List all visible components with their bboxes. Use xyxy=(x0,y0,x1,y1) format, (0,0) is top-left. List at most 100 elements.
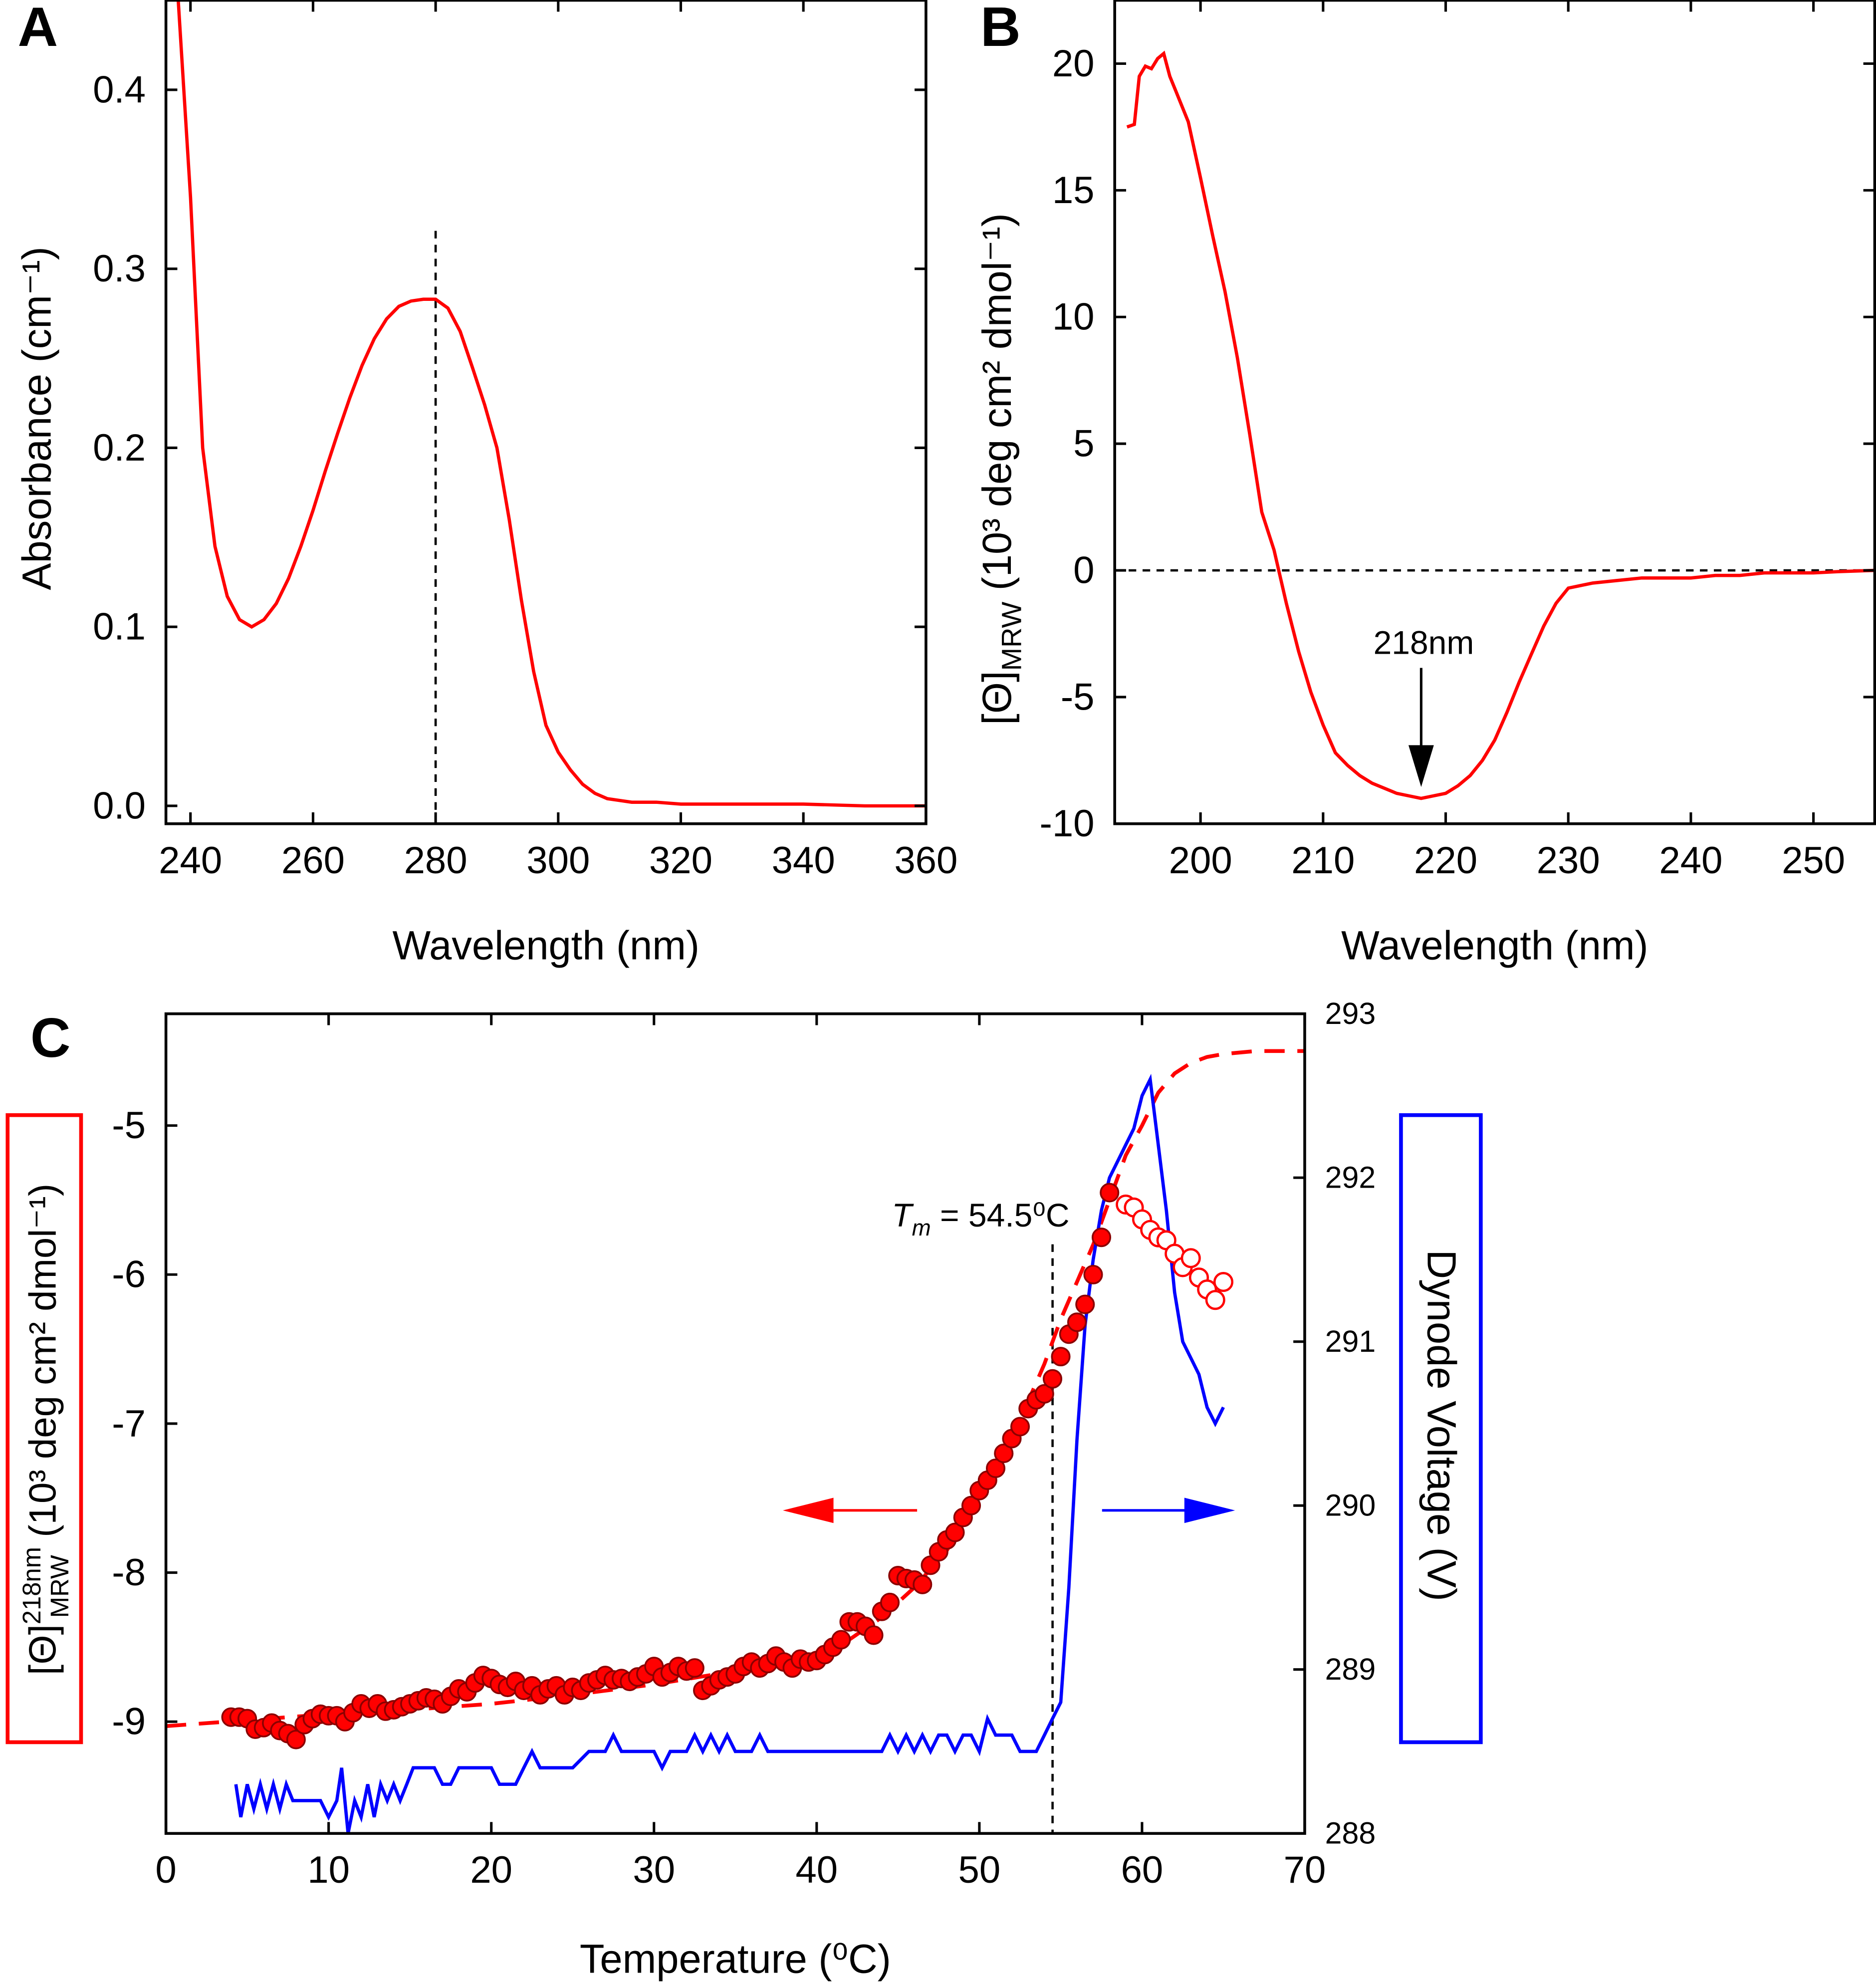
panel-c-y-tick-label: -8 xyxy=(112,1551,146,1594)
panel-b-cd-line xyxy=(1126,50,1875,800)
panel-c-ylabel-main: [Θ] xyxy=(22,1624,64,1675)
panel-c-tm-label: Tm = 54.5⁰C xyxy=(892,1197,1069,1241)
panel-c-filled-point xyxy=(685,1658,704,1678)
panel-c-y-tick-label: -9 xyxy=(112,1701,146,1743)
panel-a-x-tick-label: 320 xyxy=(649,839,712,882)
panel-c-filled-point xyxy=(831,1630,851,1650)
panel-c-filled-point xyxy=(961,1495,981,1515)
panel-b-arrow-head xyxy=(1408,745,1434,787)
panel-c-filled-point xyxy=(913,1574,933,1594)
panel-c-open-point xyxy=(1205,1290,1225,1310)
panel-c-left-arrow-head xyxy=(782,1497,834,1523)
panel-b-y-tick-label: 0 xyxy=(1073,549,1094,591)
panel-c: 0 10 20 30 40 50 60 70 -9 -8 -7 -6 -5 288 289 290 291 292… xyxy=(5,996,1483,1982)
panel-b-x-tick-label: 240 xyxy=(1659,839,1722,882)
panel-b-y-tick-label: 15 xyxy=(1052,169,1095,212)
panel-c-filled-point xyxy=(985,1459,1006,1479)
panel-a-x-tick-label: 280 xyxy=(404,839,468,882)
panel-b-y-tick-label: -5 xyxy=(1061,676,1095,718)
panel-c-ylabel-sup: 218nm xyxy=(17,1547,46,1624)
panel-c-y-tick-label: -6 xyxy=(112,1253,146,1296)
panel-c-y2-tick-label: 293 xyxy=(1325,996,1376,1030)
panel-c-y2-tick-label: 291 xyxy=(1325,1324,1376,1358)
panel-c-ylabel-rest: (10³ deg cm² dmol⁻¹) xyxy=(22,1184,64,1537)
panel-a-absorbance-line xyxy=(176,0,926,808)
panel-c-filled-point xyxy=(1083,1264,1103,1284)
panel-a-xlabel: Wavelength (nm) xyxy=(392,923,700,968)
panel-c-y-tick-label: -5 xyxy=(112,1104,146,1147)
panel-c-x-tick-label: 20 xyxy=(470,1849,512,1891)
panel-a-ylabel: Absorbance (cm⁻¹) xyxy=(14,247,60,590)
panel-c-filled-point xyxy=(1091,1228,1112,1247)
panel-c-filled-point xyxy=(994,1444,1014,1464)
panel-c-filled-point xyxy=(1010,1417,1030,1437)
panel-a-x-tick-label: 260 xyxy=(281,839,345,882)
panel-b-y-tick-label: 5 xyxy=(1073,423,1094,465)
panel-c-dynode-line xyxy=(234,1073,1225,1834)
panel-b-x-tick-label: 250 xyxy=(1782,839,1845,882)
panel-c-tm-sub: m xyxy=(912,1215,931,1241)
panel-a-x-tick-label: 360 xyxy=(894,839,957,882)
panel-c-y2-tick-label: 289 xyxy=(1325,1652,1376,1686)
panel-b-x-tick-label: 210 xyxy=(1291,839,1355,882)
panel-c-y2label: Dynode Voltage (V) xyxy=(1418,1250,1464,1601)
panel-b-annotation: 218nm xyxy=(1374,624,1474,661)
panel-c-y-tick-label: -7 xyxy=(112,1402,146,1445)
panel-c-y2label-box xyxy=(1399,1113,1483,1744)
panel-c-filled-point xyxy=(864,1625,884,1645)
panel-c-x-tick-label: 40 xyxy=(795,1849,838,1891)
panel-c-right-arrow-head xyxy=(1184,1497,1235,1523)
panel-b-ylabel-rest: (10³ deg cm² dmol⁻¹) xyxy=(974,213,1020,602)
panel-b-ylabel: [Θ]MRW (10³ deg cm² dmol⁻¹) xyxy=(974,213,1027,725)
panel-a: 240 260 280 300 320 340 360 0.0 0.1 0.2 0.3 0.4 A Wav… xyxy=(14,0,957,968)
panel-a-x-tick-label: 300 xyxy=(526,839,590,882)
panel-c-filled-point xyxy=(1075,1294,1095,1314)
panel-a-y-tick-label: 0.2 xyxy=(93,427,146,469)
panel-a-y-tick-label: 0.0 xyxy=(93,784,146,827)
panel-c-filled-point xyxy=(880,1592,900,1612)
panel-b-ylabel-sub: MRW xyxy=(995,602,1027,671)
panel-c-x-tick-label: 70 xyxy=(1284,1849,1326,1891)
panel-a-frame xyxy=(164,0,928,825)
panel-c-y2-tick-label: 288 xyxy=(1325,1816,1376,1850)
panel-c-open-point xyxy=(1180,1248,1201,1268)
panel-c-y2-tick-label: 292 xyxy=(1325,1160,1376,1194)
panel-b-ylabel-main: [Θ] xyxy=(974,671,1020,725)
panel-a-y-tick-label: 0.3 xyxy=(93,248,146,290)
panel-c-ylabel-box xyxy=(5,1113,83,1744)
panel-c-tm-italic: T xyxy=(892,1197,914,1234)
panel-b: 200 210 220 230 240 250 -10 -5 0 5 10 15 20 218nm B Wav… xyxy=(974,0,1876,968)
panel-c-x-tick-label: 50 xyxy=(958,1849,1001,1891)
panel-c-tm-rest: = 54.5⁰C xyxy=(931,1197,1070,1234)
panel-b-y-tick-label: 20 xyxy=(1052,42,1095,85)
panel-c-filled-point xyxy=(1051,1347,1071,1367)
panel-c-x-tick-label: 30 xyxy=(633,1849,675,1891)
panel-c-xlabel: Temperature (⁰C) xyxy=(580,1937,891,1982)
panel-b-x-tick-label: 200 xyxy=(1169,839,1232,882)
panel-c-filled-point xyxy=(945,1522,965,1542)
panel-b-y-tick-label: 10 xyxy=(1052,296,1095,338)
panel-a-x-tick-label: 340 xyxy=(772,839,835,882)
panel-a-letter: A xyxy=(18,0,58,58)
panel-c-filled-point xyxy=(1042,1369,1063,1389)
panel-c-filled-point xyxy=(286,1730,306,1749)
panel-c-fit-line xyxy=(166,1049,1305,1729)
panel-a-y-tick-label: 0.1 xyxy=(93,606,146,648)
panel-b-xlabel: Wavelength (nm) xyxy=(1341,923,1648,968)
panel-c-open-point xyxy=(1213,1272,1234,1292)
panel-c-letter: C xyxy=(30,1006,71,1069)
panel-a-x-tick-label: 240 xyxy=(159,839,222,882)
panel-b-x-tick-label: 220 xyxy=(1414,839,1477,882)
panel-c-x-tick-label: 10 xyxy=(307,1849,350,1891)
panel-b-y-tick-label: -10 xyxy=(1039,802,1094,845)
panel-b-x-tick-label: 230 xyxy=(1537,839,1600,882)
panel-c-filled-point xyxy=(1067,1312,1087,1332)
panel-c-ylabel: [Θ]218nmMRW (10³ deg cm² dmol⁻¹) xyxy=(17,1184,74,1675)
panel-b-letter: B xyxy=(980,0,1021,58)
panel-c-filled-point xyxy=(1100,1183,1120,1203)
panel-c-ylabel-sub: MRW xyxy=(45,1555,74,1618)
panel-c-filled-point xyxy=(1034,1384,1054,1404)
panel-b-frame xyxy=(1113,0,1876,825)
panel-c-x-tick-label: 0 xyxy=(155,1849,176,1891)
